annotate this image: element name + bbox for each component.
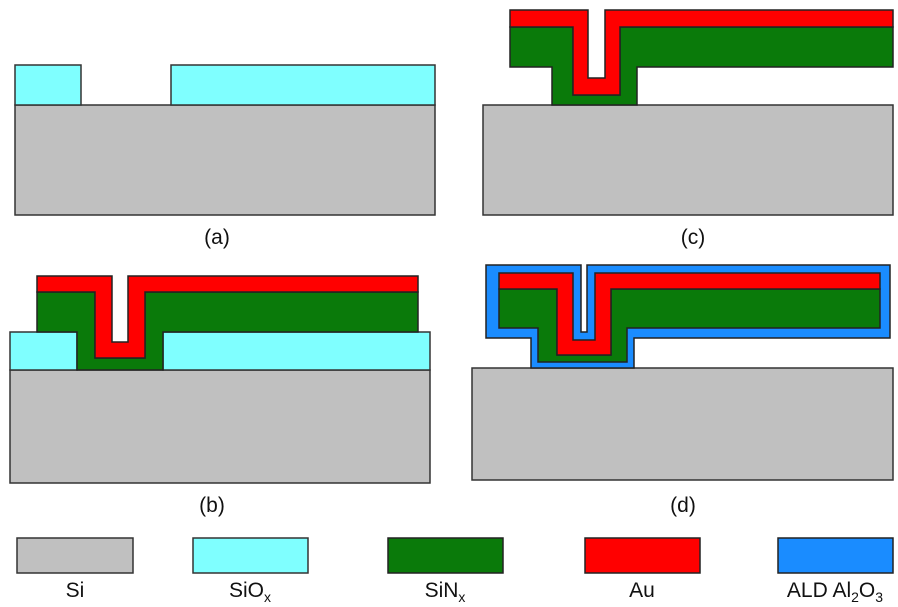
- legend-label: Si: [66, 579, 85, 602]
- legend-swatch: [17, 538, 133, 573]
- panel-a: [15, 65, 435, 215]
- panel-label: (a): [204, 226, 230, 249]
- siox-layer: [171, 65, 435, 105]
- si-substrate: [15, 105, 435, 215]
- siox-layer: [163, 332, 430, 370]
- si-substrate: [472, 368, 893, 480]
- subscript: 2: [851, 589, 859, 605]
- label-text: ALD Al: [787, 579, 851, 602]
- label-text: O: [859, 579, 875, 602]
- figure: (a) (b) (c) (d) SiSiOxSiNxAuALD Al2O3: [0, 0, 898, 607]
- subscript: x: [458, 589, 465, 605]
- label-text: SiN: [425, 579, 459, 602]
- legend-label: SiOx: [229, 579, 271, 605]
- panel-d: [472, 265, 893, 480]
- si-substrate: [10, 370, 430, 483]
- panel-label: (b): [199, 494, 225, 517]
- subscript: x: [264, 589, 271, 605]
- legend-swatch: [388, 538, 503, 573]
- legend-label: Au: [629, 579, 655, 602]
- sinx-layer: [510, 27, 893, 105]
- label-text: Au: [629, 579, 655, 602]
- label-text: Si: [66, 579, 85, 602]
- panel-c: [483, 10, 893, 215]
- legend-swatch: [585, 538, 700, 573]
- subscript: 3: [875, 589, 883, 605]
- si-substrate: [483, 105, 893, 215]
- panel-label: (c): [681, 226, 706, 249]
- legend-label: SiNx: [425, 579, 466, 605]
- siox-layer: [10, 332, 77, 370]
- legend-label: ALD Al2O3: [787, 579, 883, 605]
- panel-label: (d): [670, 494, 696, 517]
- legend-swatch: [778, 538, 893, 573]
- sinx-layer: [499, 289, 880, 362]
- label-text: SiO: [229, 579, 264, 602]
- panel-b: [10, 276, 430, 483]
- siox-layer: [15, 65, 81, 105]
- legend-swatch: [193, 538, 308, 573]
